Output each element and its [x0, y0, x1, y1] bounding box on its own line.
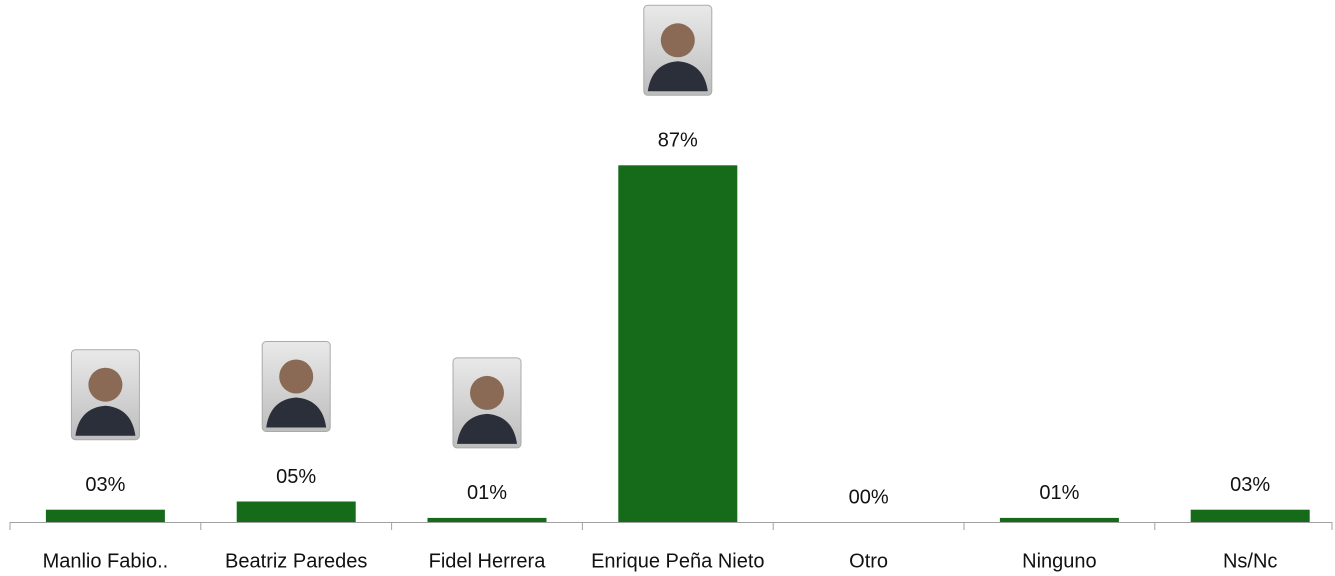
candidate-photo: [70, 349, 140, 441]
bar: [427, 517, 547, 522]
x-tick-label: Ns/Nc: [1223, 550, 1277, 572]
photo-body: [647, 61, 708, 92]
photo-body: [75, 405, 136, 436]
candidate-photo: [643, 4, 713, 96]
candidate-photo: [452, 357, 522, 449]
x-tick-label: Enrique Peña Nieto: [591, 550, 764, 572]
value-label: 03%: [85, 474, 125, 496]
bar: [45, 509, 165, 522]
x-tick-label: Otro: [849, 550, 888, 572]
photo-head: [88, 367, 123, 402]
candidate-photo: [261, 341, 331, 432]
photo-head: [470, 375, 504, 410]
bar: [236, 501, 356, 522]
x-tick-label: Manlio Fabio..: [43, 550, 169, 572]
bar: [1190, 509, 1310, 522]
value-label: 01%: [1039, 482, 1079, 504]
value-label: 03%: [1230, 474, 1270, 496]
bar: [999, 517, 1119, 522]
bar: [618, 165, 738, 523]
x-tick-label: Fidel Herrera: [429, 550, 547, 572]
photo-head: [660, 23, 695, 58]
value-label: 87%: [658, 130, 698, 152]
value-label: 00%: [849, 486, 889, 508]
value-label: 01%: [467, 482, 507, 504]
x-tick-label: Ninguno: [1022, 550, 1097, 572]
value-label: 05%: [276, 466, 316, 488]
photo-head: [279, 359, 314, 394]
photo-body: [266, 397, 327, 428]
photo-body: [457, 413, 517, 444]
x-tick-label: Beatriz Paredes: [225, 550, 367, 572]
